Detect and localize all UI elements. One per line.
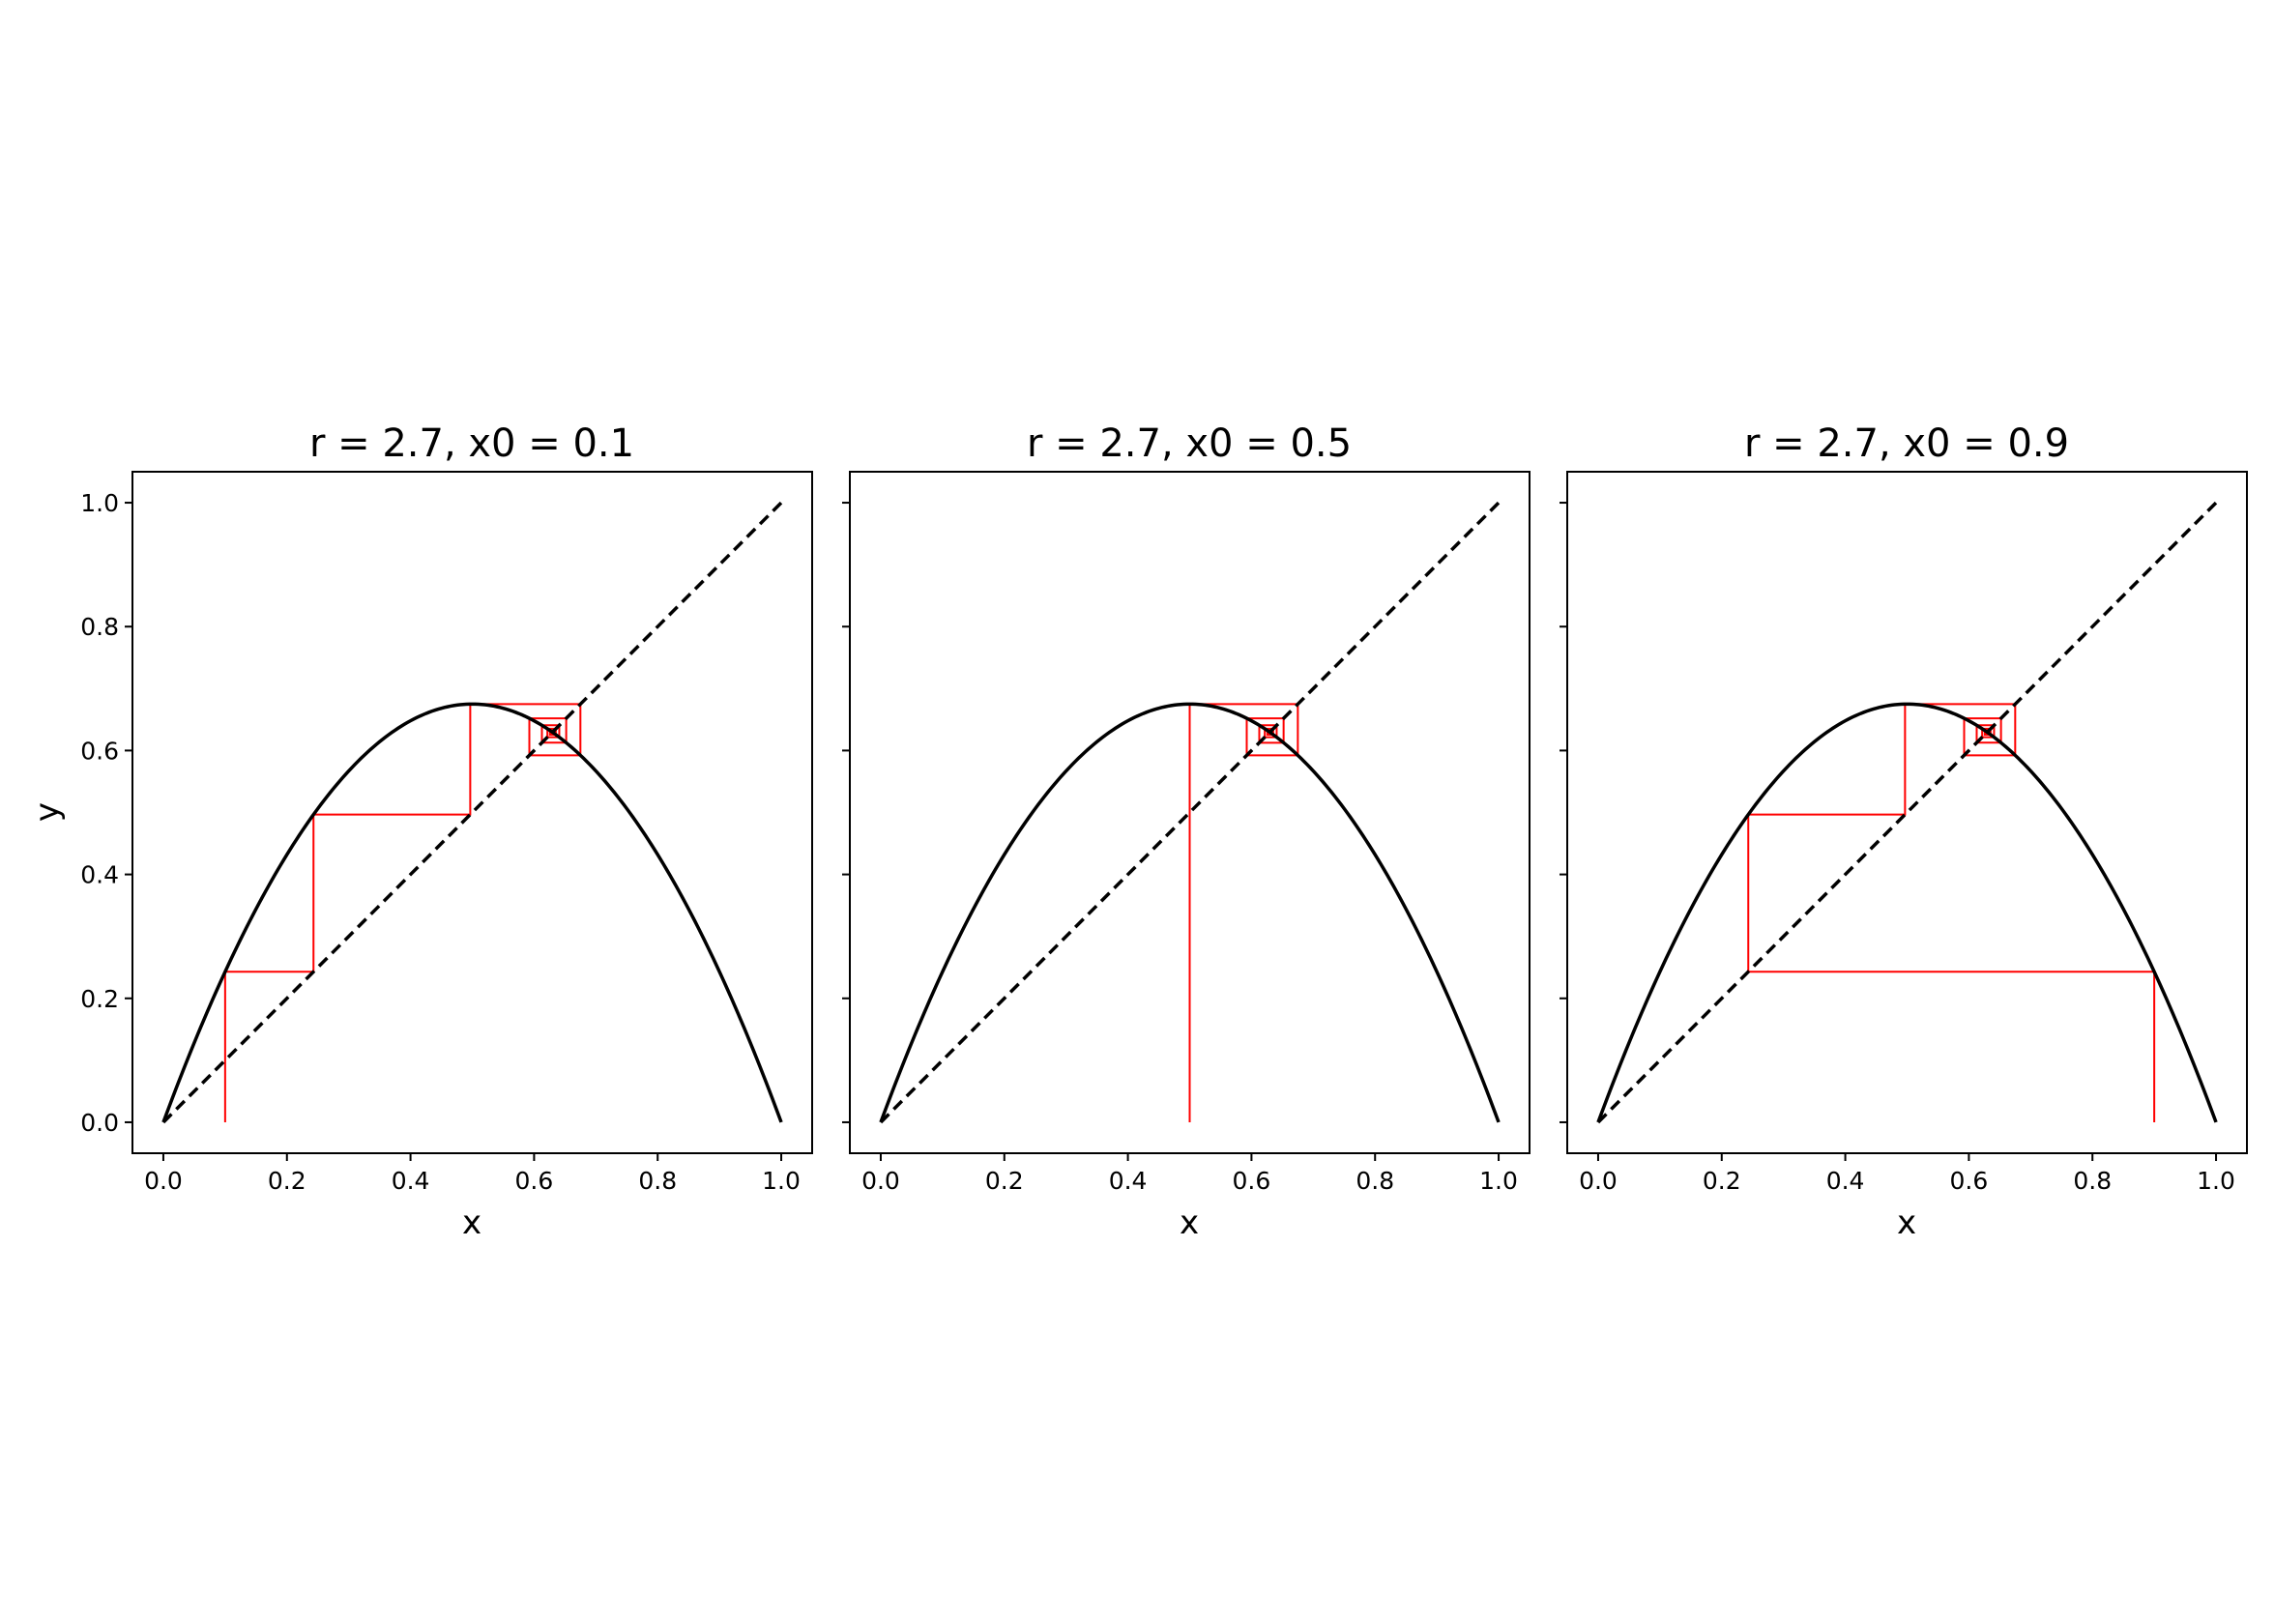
x-tick-label: 0.0 — [1579, 1167, 1618, 1195]
y-tick-label: 0.6 — [80, 737, 119, 765]
ticks-1: 0.0 0.0 0.2 0.2 0.4 0.4 0.6 0.6 0.8 0.8 1.0 1.0 — [80, 489, 801, 1195]
x-tick-label: 0.6 — [1233, 1167, 1271, 1195]
x-tick-label: 0.8 — [2073, 1167, 2112, 1195]
x-tick-label: 0.0 — [861, 1167, 900, 1195]
ticks-3: 0.0 0.2 0.4 0.6 0.8 1.0 — [1560, 502, 2235, 1195]
logistic-map-series — [161, 702, 783, 1123]
chart-title-2: r = 2.7, x0 = 0.5 — [1027, 421, 1352, 466]
y-tick-label: 0.2 — [80, 985, 119, 1013]
x-tick-label: 0.6 — [1950, 1167, 1989, 1195]
chart-panel-1: r = 2.7, x0 = 0.1 x y 0.0 0.0 0.2 0.2 0.4 0.4… — [28, 421, 813, 1242]
x-tick-label: 1.0 — [2197, 1167, 2235, 1195]
chart-panel-2: r = 2.7, x0 = 0.5 x 0.0 0.2 0.4 0.6 0.8 1.0 — [842, 421, 1531, 1242]
x-axis-label-2: x — [1180, 1204, 1199, 1242]
identity-line-series — [1596, 501, 2218, 1124]
x-tick-label: 0.2 — [1703, 1167, 1741, 1195]
chart-panel-3: r = 2.7, x0 = 0.9 x 0.0 0.2 0.4 0.6 0.8 1.0 — [1560, 421, 2248, 1242]
axes-frame-3 — [1566, 471, 2248, 1154]
logistic-map-series — [1596, 702, 2218, 1123]
chart-title-1: r = 2.7, x0 = 0.1 — [309, 421, 634, 466]
x-tick-label: 0.6 — [515, 1167, 554, 1195]
axes-frame-1 — [131, 471, 813, 1154]
ticks-2: 0.0 0.2 0.4 0.6 0.8 1.0 — [842, 502, 1518, 1195]
plot-area-1 — [161, 501, 783, 1124]
plot-area-2 — [879, 501, 1501, 1124]
x-tick-label: 0.0 — [144, 1167, 183, 1195]
x-tick-label: 0.4 — [1109, 1167, 1148, 1195]
cobweb-series — [1188, 703, 1299, 1122]
plot-area-3 — [1596, 501, 2218, 1124]
x-tick-label: 0.4 — [1826, 1167, 1865, 1195]
cobweb-series — [223, 703, 582, 1122]
logistic-map-series — [879, 702, 1501, 1123]
x-axis-label-1: x — [462, 1204, 481, 1242]
axes-frame-2 — [849, 471, 1531, 1154]
y-tick-label: 0.0 — [80, 1109, 119, 1137]
x-axis-label-3: x — [1897, 1204, 1916, 1242]
x-tick-label: 0.4 — [392, 1167, 430, 1195]
x-tick-label: 0.8 — [638, 1167, 677, 1195]
x-tick-label: 0.2 — [268, 1167, 306, 1195]
x-tick-label: 0.2 — [985, 1167, 1024, 1195]
x-tick-label: 1.0 — [762, 1167, 801, 1195]
y-tick-label: 1.0 — [80, 489, 119, 517]
x-tick-label: 1.0 — [1479, 1167, 1518, 1195]
chart-title-3: r = 2.7, x0 = 0.9 — [1744, 421, 2069, 466]
x-tick-label: 0.8 — [1356, 1167, 1394, 1195]
y-tick-label: 0.4 — [80, 861, 119, 889]
y-tick-label: 0.8 — [80, 613, 119, 641]
y-axis-label-1: y — [28, 802, 67, 822]
identity-line-series — [161, 501, 783, 1124]
